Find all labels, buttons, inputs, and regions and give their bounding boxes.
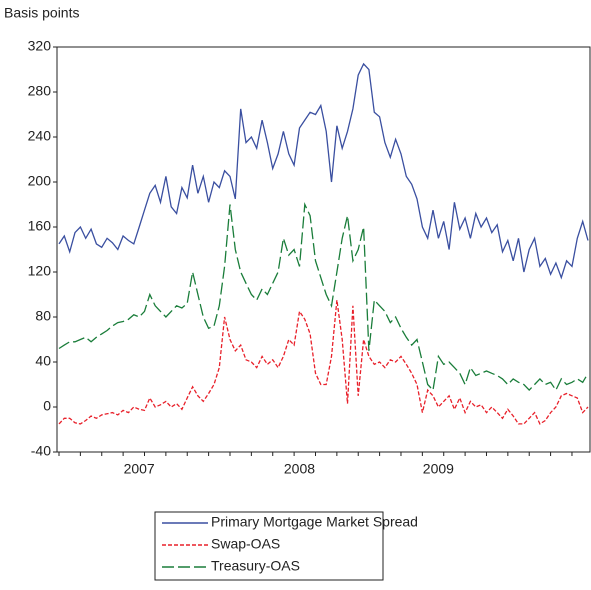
y-tick-label: 40 — [35, 353, 51, 369]
legend-label: Primary Mortgage Market Spread — [211, 514, 418, 530]
y-tick-label: 0 — [43, 398, 51, 414]
x-tick-label: 2008 — [284, 461, 315, 477]
series-line — [58, 62, 589, 280]
legend-label: Treasury-OAS — [211, 558, 300, 574]
y-tick-label: 120 — [28, 263, 52, 279]
legend-label: Swap-OAS — [211, 536, 280, 552]
y-tick-label: 160 — [28, 218, 52, 234]
y-tick-label: 320 — [28, 38, 52, 54]
plot-frame — [56, 46, 591, 453]
x-tick-label: 2009 — [423, 461, 454, 477]
y-tick-label: 240 — [28, 128, 52, 144]
series-line — [58, 300, 589, 425]
series-line — [58, 202, 589, 392]
y-tick-label: 200 — [28, 173, 52, 189]
y-axis-label: Basis points — [4, 5, 79, 21]
y-tick-label: 280 — [28, 83, 52, 99]
x-tick-label: 2007 — [124, 461, 155, 477]
y-tick-label: 80 — [35, 308, 51, 324]
y-tick-label: -40 — [31, 443, 51, 459]
